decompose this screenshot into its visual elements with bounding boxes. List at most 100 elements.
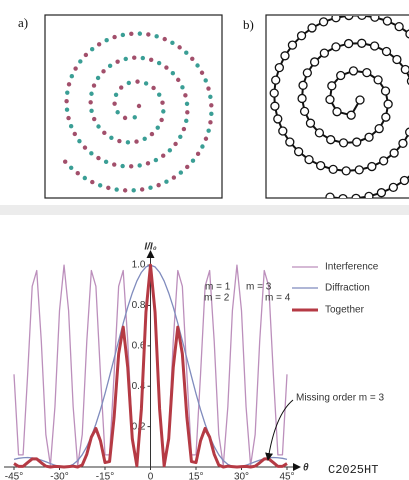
series-line (13, 263, 288, 469)
spiral-ring (319, 48, 330, 58)
spiral-dot (78, 59, 83, 64)
legend-label: Together (325, 305, 365, 316)
spiral-dot (92, 116, 97, 122)
spiral-ring (338, 193, 348, 198)
spiral-dot (88, 100, 93, 105)
spiral-dot (208, 120, 213, 125)
annotation: m = 2 (204, 293, 230, 304)
spiral-dot (65, 90, 70, 95)
spiral-ring (278, 126, 288, 136)
spiral-ring (325, 192, 335, 198)
spiral-ring (381, 112, 391, 122)
spiral-dot (91, 83, 97, 88)
spiral-dot (184, 118, 189, 124)
spiral-dot (149, 131, 155, 137)
spiral-ring (357, 38, 367, 48)
spiral-dot (95, 75, 101, 81)
spiral-ring (399, 175, 409, 186)
spiral-ring (348, 66, 359, 76)
spiral-ring (343, 38, 354, 49)
spiral-a (62, 31, 214, 193)
spiral-dot (176, 77, 181, 83)
spiral-ring (398, 138, 408, 148)
spiral-dot (177, 45, 182, 50)
spiral-dot (122, 188, 128, 193)
x-tick-label: 15° (188, 472, 203, 480)
spiral-ring (285, 137, 295, 147)
spiral-dot (66, 82, 72, 87)
spiral-dot (112, 34, 117, 40)
spiral-dot (104, 38, 109, 43)
spiral-dot (113, 92, 119, 98)
spiral-ring (380, 86, 391, 96)
spiral-dot (170, 71, 176, 76)
spiral-dot (114, 187, 119, 192)
spiral-dot (161, 109, 166, 114)
spiral-ring (354, 165, 364, 175)
spiral-dot (185, 164, 190, 170)
spiral-dot (203, 136, 209, 141)
chart: 0.20.40.60.81.0-45° -30° -15° 0 15° 30° 45°I/I… (4, 242, 385, 480)
spiral-dot (195, 151, 201, 157)
spiral-dot (126, 80, 132, 86)
spiral-dot (64, 107, 70, 112)
annotation: m = 4 (265, 293, 291, 304)
spiral-dot (132, 55, 137, 60)
spiral-dot (145, 161, 151, 166)
spiral-ring (362, 67, 372, 78)
spiral-dot (122, 115, 128, 121)
spiral-dot (68, 124, 74, 129)
spiral-ring (383, 99, 393, 109)
spiral-dot (120, 32, 126, 38)
spiral-dot (164, 179, 169, 184)
spiral-dot (129, 31, 134, 36)
spiral-dot (171, 175, 177, 180)
spiral-ring (271, 75, 281, 85)
spiral-dot (195, 63, 200, 68)
y-tick-label: 0.8 (132, 300, 146, 311)
spiral-dot (103, 159, 109, 165)
spiral-dot (184, 50, 189, 55)
spiral-ring (316, 160, 326, 171)
spiral-dot (190, 158, 196, 163)
spiral-dot (102, 130, 107, 136)
spiral-ring (388, 182, 398, 193)
spiral-dot (66, 115, 71, 121)
annotation: m = 1 (205, 282, 231, 293)
spiral-ring (392, 54, 402, 65)
spiral-dot (143, 81, 149, 86)
spiral-dot (200, 144, 205, 149)
spiral-dot (185, 110, 190, 115)
panel-label: a) (18, 15, 28, 30)
spiral-dot (178, 134, 183, 140)
spiral-ring (331, 16, 341, 23)
spiral-ring (364, 132, 374, 142)
spiral-ring (357, 16, 367, 21)
spiral-ring (314, 128, 325, 138)
spiral-ring (305, 118, 316, 128)
spiral-ring (298, 80, 308, 90)
x-axis-label: θ (303, 463, 309, 474)
divider-strip (0, 205, 409, 215)
spiral-dot (97, 183, 103, 188)
spiral-ring (309, 57, 320, 67)
spiral-ring (302, 68, 312, 78)
spiral-ring (307, 23, 317, 33)
spiral-dot (96, 42, 102, 47)
spiral-ring (341, 166, 351, 176)
spiral-ring (338, 138, 349, 148)
spiral-dot (161, 153, 166, 158)
spiral-dot (199, 70, 205, 75)
spiral-ring (351, 193, 361, 198)
spiral-ring (370, 16, 380, 22)
spiral-dot (137, 31, 143, 36)
spiral-dot (190, 56, 195, 61)
spiral-dot (106, 185, 111, 191)
spiral-dot (101, 69, 106, 74)
y-tick-label: 0.4 (132, 381, 146, 392)
spiral-dot (183, 93, 188, 98)
spiral-dot (181, 126, 187, 132)
spiral-dot (209, 111, 214, 117)
spiral-dot (131, 188, 136, 193)
spiral-dot (137, 163, 142, 168)
